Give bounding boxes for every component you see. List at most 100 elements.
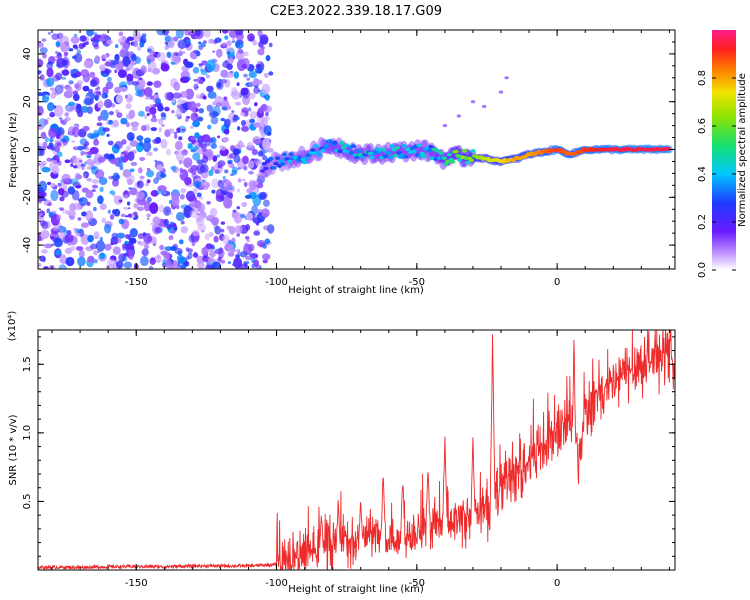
heatmap-noise-cell: [164, 106, 170, 112]
heatmap-noise-cell: [76, 103, 82, 111]
heatmap-noise-cell: [64, 159, 71, 164]
heatmap-noise-cell: [93, 206, 97, 212]
heatmap-noise-cell: [139, 157, 146, 161]
heatmap-noise-cell: [122, 252, 129, 257]
heatmap-noise-cell: [145, 106, 150, 113]
heatmap-noise-cell: [243, 181, 248, 187]
heatmap-noise-cell: [180, 226, 189, 234]
heatmap-noise-cell: [69, 203, 76, 212]
heatmap-noise-cell: [111, 176, 115, 180]
colorbar-tick-label: 0.0: [697, 262, 708, 278]
heatmap-noise-cell: [180, 188, 187, 194]
heatmap-noise-cell: [70, 36, 80, 44]
heatmap-noise-cell: [149, 202, 159, 214]
heatmap-signal-cell: [354, 155, 360, 160]
heatmap-noise-cell: [143, 87, 153, 97]
heatmap-noise-cell: [40, 229, 50, 239]
heatmap-noise-cell: [173, 131, 178, 135]
heatmap-noise-cell: [73, 33, 78, 37]
heatmap-signal-cell: [296, 155, 303, 160]
heatmap-noise-cell: [94, 169, 105, 179]
heatmap-noise-cell: [42, 198, 47, 202]
heatmap-noise-cell: [231, 110, 235, 113]
heatmap-noise-cell: [177, 39, 187, 50]
heatmap-noise-cell: [112, 60, 119, 66]
heatmap-noise-cell: [39, 47, 48, 54]
heatmap-noise-cell: [170, 99, 176, 103]
heatmap-noise-cell: [208, 38, 215, 44]
heatmap-noise-cell: [98, 37, 106, 42]
heatmap-noise-cell: [85, 210, 94, 222]
heatmap-noise-cell: [157, 105, 164, 112]
heatmap-noise-cell: [139, 175, 145, 180]
heatmap-noise-cell: [245, 224, 251, 231]
heatmap-noise-cell: [79, 160, 83, 163]
heatmap-noise-cell: [71, 73, 78, 78]
heatmap-noise-cell: [114, 141, 123, 150]
heatmap-noise-cell: [38, 262, 42, 267]
heatmap-noise-cell: [56, 214, 62, 221]
heatmap-noise-cell: [41, 166, 51, 173]
heatmap-noise-cell: [248, 71, 257, 79]
heatmap-noise-cell: [60, 43, 67, 53]
colorbar-ticks: 0.0 0.2 0.4 0.6 0.8: [697, 70, 736, 278]
heatmap-noise-cell: [68, 80, 74, 85]
heatmap-noise-cell: [174, 247, 183, 255]
heatmap-noise-cell: [233, 114, 238, 118]
heatmap-noise-cell: [63, 118, 69, 123]
heatmap-noise-cell: [64, 112, 69, 117]
heatmap-noise-cell: [193, 252, 198, 258]
heatmap-noise-cell: [58, 264, 67, 269]
heatmap-noise-cell: [122, 243, 129, 249]
heatmap-noise-cell: [245, 255, 253, 261]
heatmap-noise-cell: [205, 74, 210, 79]
x-tick-label: 0: [554, 578, 560, 589]
heatmap-noise-cell: [121, 139, 127, 145]
heatmap-noise-cell: [233, 71, 239, 79]
heatmap-noise-cell: [89, 79, 98, 88]
heatmap-noise-cell: [217, 164, 222, 169]
heatmap-noise-cell: [262, 155, 266, 161]
heatmap-noise-cell: [140, 65, 147, 74]
heatmap-noise-cell: [201, 172, 209, 179]
heatmap-noise-cell: [91, 179, 99, 184]
heatmap-noise-cell: [214, 169, 220, 174]
heatmap-signal-cell: [389, 144, 395, 148]
heatmap-noise-cell: [194, 30, 201, 37]
heatmap-noise-cell: [222, 179, 232, 192]
heatmap-noise-cell: [201, 134, 211, 143]
heatmap-noise-cell: [168, 235, 174, 241]
heatmap-noise-cell: [118, 31, 124, 37]
heatmap-noise-cell: [40, 131, 47, 139]
heatmap-signal-cell: [337, 149, 343, 153]
heatmap-noise-cell: [163, 218, 169, 226]
x-tick-label: -150: [125, 578, 148, 589]
heatmap-noise-cell: [105, 81, 114, 90]
heatmap-noise-cell: [243, 165, 248, 171]
x-tick-label: 0: [554, 277, 560, 288]
heatmap-noise-cell: [116, 260, 124, 269]
heatmap-noise-cell: [125, 234, 129, 239]
heatmap-noise-cell: [253, 138, 262, 145]
heatmap-noise-cell: [174, 140, 183, 151]
heatmap-noise-cell: [198, 108, 204, 114]
heatmap-noise-cell: [149, 106, 157, 115]
heatmap-noise-cell: [176, 211, 185, 222]
heatmap-noise-cell: [153, 80, 162, 88]
heatmap-noise-cell: [245, 212, 254, 221]
heatmap-signal-cell: [381, 147, 387, 152]
heatmap-noise-cell: [212, 50, 216, 53]
heatmap-noise-cell: [236, 188, 240, 193]
heatmap-noise-cell: [137, 198, 147, 206]
heatmap-noise-cell: [78, 249, 85, 258]
heatmap-noise-cell: [231, 249, 237, 253]
heatmap-noise-cell: [243, 51, 249, 57]
heatmap-noise-cell: [87, 132, 94, 139]
heatmap-noise-cell: [190, 136, 197, 141]
heatmap-noise-cell: [247, 33, 255, 42]
heatmap-noise-cell: [66, 86, 73, 95]
heatmap-noise-cell: [106, 133, 110, 137]
heatmap-noise-cell: [130, 121, 140, 127]
heatmap-noise-cell: [72, 126, 80, 138]
heatmap-noise-cell: [118, 218, 125, 225]
